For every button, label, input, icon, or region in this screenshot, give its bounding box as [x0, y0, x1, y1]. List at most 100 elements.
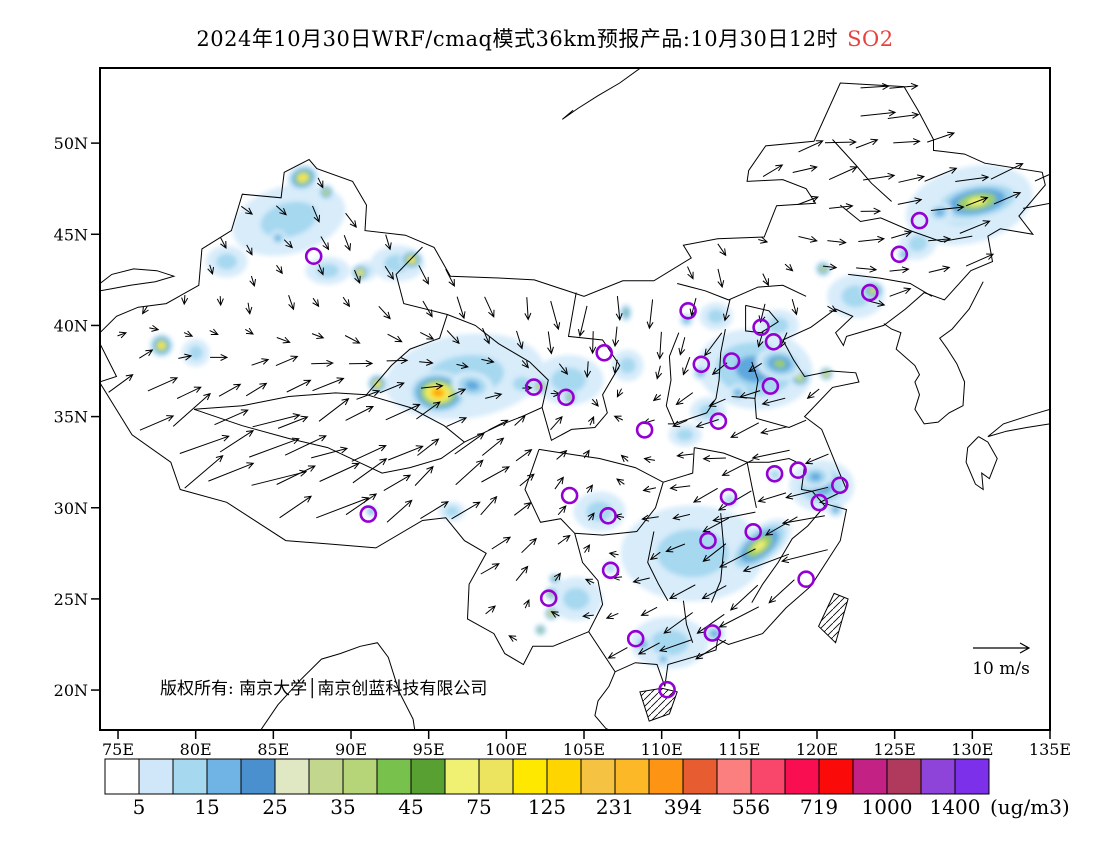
wind-arrow-icon — [550, 300, 561, 331]
wind-arrow-icon — [117, 331, 128, 339]
wind-arrow-icon — [311, 332, 325, 339]
colorbar-tick-label: 75 — [466, 795, 491, 819]
axes: 50N 45N 40N 35N 30N 25N 20N 75E 80E 85E 90E 95E 100E… — [54, 134, 1071, 759]
wind-arrow-icon — [742, 553, 790, 573]
wind-arrow-icon — [383, 474, 412, 492]
city-marker — [557, 388, 575, 407]
so2-blob-ring — [606, 564, 614, 572]
wind-arrow-icon — [556, 449, 568, 460]
wind-arrow-icon — [554, 476, 564, 490]
wind-arrow-icon — [275, 205, 287, 216]
colorbar-cell — [172, 758, 208, 795]
colorbar-cell — [716, 758, 752, 795]
wind-arrow-icon — [652, 393, 662, 402]
wind-arrow-icon — [616, 388, 624, 398]
wind-arrow-icon — [676, 451, 694, 459]
y-axis-tick-label: 50N — [54, 134, 88, 153]
city-marker — [890, 245, 909, 264]
wind-arrow-icon — [668, 584, 696, 600]
so2-blob-ring — [553, 577, 556, 581]
wind-arrow-icon — [687, 266, 694, 280]
city-marker — [830, 476, 849, 495]
wind-arrow-icon — [279, 495, 313, 519]
island-hatched — [817, 592, 849, 644]
wind-arrow-icon — [275, 355, 299, 367]
wind-arrow-icon — [761, 397, 786, 406]
wind-arrow-icon — [829, 203, 854, 211]
wind-arrow-icon — [955, 174, 990, 182]
province-border — [682, 600, 694, 643]
so2-blob-ring — [767, 317, 789, 334]
wind-arrow-icon — [276, 336, 291, 344]
wind-arrow-icon — [897, 197, 923, 205]
so2-blob-ring — [821, 267, 825, 271]
colorbar-cell — [886, 758, 922, 795]
wind-arrow-icon — [172, 392, 211, 427]
city-marker — [539, 589, 558, 608]
wind-arrow-icon — [387, 333, 403, 343]
wind-arrow-icon — [420, 501, 449, 520]
wind-arrow-icon — [965, 196, 989, 207]
wind-arrow-icon — [521, 360, 530, 369]
wind-arrow-icon — [822, 263, 838, 271]
so2-blob-ring — [656, 529, 729, 578]
wind-arrow-icon — [214, 409, 249, 426]
colorbar-cell — [478, 758, 514, 795]
wind-arrow-icon — [139, 349, 154, 359]
wind-arrow-icon — [378, 305, 391, 320]
province-border — [665, 332, 680, 425]
so2-blob-ring — [771, 470, 780, 479]
wind-arrow-icon — [798, 140, 824, 153]
wind-arrow-icon — [210, 353, 229, 361]
colorbar-cell — [614, 758, 650, 795]
province-border — [673, 329, 726, 425]
wind-arrow-icon — [762, 273, 769, 287]
wind-arrow-icon — [553, 572, 561, 581]
y-axis-tick-label: 45N — [54, 225, 88, 244]
wind-arrow-icon — [481, 437, 505, 456]
so2-blob-ring — [649, 629, 689, 656]
wind-arrow-icon — [959, 220, 991, 234]
wind-arrow-icon — [414, 465, 434, 486]
wind-arrow-icon — [649, 551, 661, 561]
colorbar-tick-label: 45 — [398, 795, 423, 819]
wind-arrow-icon — [738, 390, 761, 399]
wind-arrow-icon — [348, 360, 374, 368]
wind-arrow-icon — [620, 454, 629, 463]
wind-arrow-icon — [456, 362, 469, 369]
wind-arrow-icon — [990, 163, 1024, 180]
wind-arrow-icon — [781, 515, 825, 526]
wind-arrow-icon — [640, 606, 658, 616]
wind-arrow-icon — [692, 487, 718, 503]
coastline — [260, 642, 416, 729]
wind-arrow-icon — [183, 330, 194, 337]
wind-arrow-icon — [207, 264, 214, 275]
so2-blob-ring — [445, 506, 459, 517]
wind-arrow-icon — [209, 328, 219, 335]
wind-arrow-icon — [583, 544, 591, 553]
coastline — [561, 69, 640, 120]
wind-arrow-icon — [863, 172, 896, 181]
so2-blob-ring — [188, 345, 203, 360]
wind-arrow-icon — [924, 167, 958, 182]
wind-arrow-icon — [384, 265, 395, 281]
wind-arrow-icon — [251, 469, 308, 486]
wind-arrow-icon — [663, 612, 693, 634]
x-axis-tick-label: 115E — [718, 740, 760, 759]
wind-arrow-icon — [515, 565, 529, 582]
wind-arrow-icon — [584, 578, 595, 586]
wind-arrow-icon — [927, 131, 956, 143]
wind-arrow-icon — [856, 265, 878, 273]
x-axis-tick-label: 125E — [874, 740, 916, 759]
wind-arrow-icon — [344, 335, 361, 344]
province-border — [193, 394, 466, 474]
y-axis-tick-label: 30N — [54, 499, 88, 518]
wind-arrow-icon — [514, 415, 526, 426]
wind-arrow-icon — [513, 502, 532, 516]
coastline — [594, 671, 616, 729]
wind-arrow-icon — [176, 386, 202, 399]
so2-blob-ring — [433, 389, 443, 397]
colorbar-tick-label: 5 — [133, 795, 146, 819]
city-marker — [789, 461, 807, 480]
wind-arrow-icon — [345, 405, 375, 421]
